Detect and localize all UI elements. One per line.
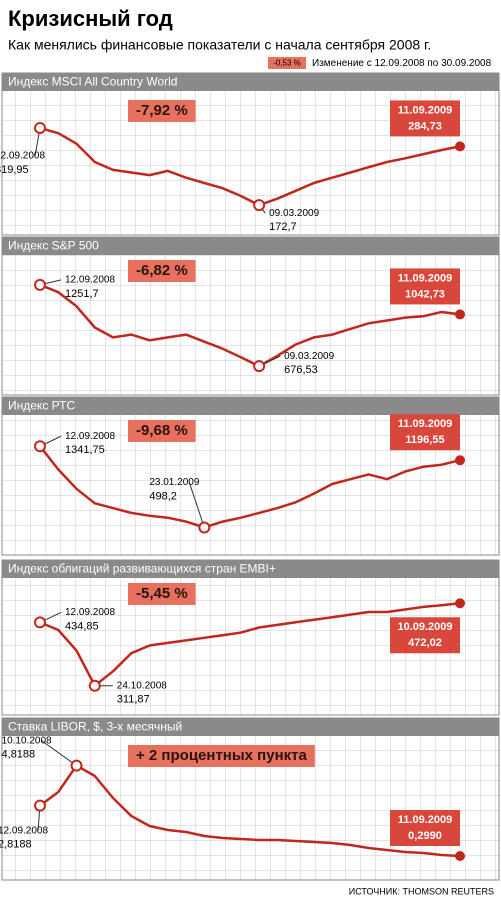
end-value: 472,02 <box>408 637 442 649</box>
end-value: 284,73 <box>408 120 442 132</box>
end-marker <box>455 851 465 862</box>
data-line <box>39 126 461 207</box>
legend-text: Изменение с 12.09.2008 по 30.09.2008 <box>312 58 492 69</box>
change-badge <box>128 583 196 605</box>
annotation-value: 1341,75 <box>65 444 105 456</box>
point-marker <box>198 521 211 534</box>
annotation-date: 24.10.2008 <box>117 680 167 691</box>
change-label: + 2 процентных пункта <box>136 747 307 764</box>
panel-header <box>2 73 499 91</box>
point-marker <box>253 199 266 212</box>
panel-title: Индекс S&P 500 <box>8 239 99 253</box>
leader <box>41 740 77 767</box>
end-badge <box>390 414 460 451</box>
end-badge <box>390 268 460 305</box>
end-date: 10.09.2009 <box>397 621 452 633</box>
source: ИСТОЧНИК: THOMSON REUTERS <box>349 886 494 896</box>
annotation-date: 23.01.2009 <box>149 477 199 488</box>
change-badge <box>128 420 196 442</box>
end-marker <box>455 309 465 320</box>
point-marker <box>34 440 46 453</box>
end-date: 11.09.2009 <box>398 814 452 826</box>
annotation-value: 311,87 <box>117 694 150 706</box>
annotation-date: 12.09.2008 <box>65 275 115 286</box>
end-marker <box>455 455 465 466</box>
subtitle: Как менялись финансовые показатели с нач… <box>8 37 431 53</box>
data-line <box>39 283 461 368</box>
annotation-date: 09.03.2009 <box>284 351 334 362</box>
annotation-value: 434,85 <box>65 620 99 632</box>
point-marker <box>88 679 101 692</box>
end-badge <box>390 617 460 654</box>
annotation-value: 172,7 <box>269 221 297 233</box>
annotation-value: 498,2 <box>149 490 177 502</box>
panel-title: Индекс облигаций развивающихся стран EMB… <box>8 562 276 576</box>
end-date: 11.09.2009 <box>398 104 452 116</box>
leader <box>188 482 205 528</box>
change-label: -7,92 % <box>136 102 188 119</box>
end-marker <box>455 598 465 609</box>
point-marker <box>34 616 46 629</box>
panel <box>1 72 500 236</box>
change-badge <box>128 260 196 282</box>
end-badge <box>390 810 460 847</box>
panel-header <box>2 560 499 578</box>
panel-header <box>2 237 499 255</box>
panel <box>1 717 500 881</box>
annotation-date: 10.10.2008 <box>2 735 52 746</box>
annotation-value: 676,53 <box>284 364 318 376</box>
end-value: 1196,55 <box>405 434 444 446</box>
annotation-value: 2,8188 <box>0 839 32 851</box>
panel-header <box>2 397 499 415</box>
panel-title: Ставка LIBOR, $, 3-х месячный <box>8 720 182 734</box>
point-marker <box>70 759 83 772</box>
end-value: 0,2990 <box>408 830 442 842</box>
annotation-date: 09.03.2009 <box>269 208 319 219</box>
data-line <box>39 764 461 858</box>
annotation-value: 1251,7 <box>65 288 99 300</box>
change-label: -6,82 % <box>136 262 188 279</box>
annotation-value: 319,95 <box>0 164 29 176</box>
change-badge <box>128 100 196 122</box>
annotation-date: 12.09.2008 <box>0 151 45 162</box>
title: Кризисный год <box>8 6 173 31</box>
legend-badge: -0,53 % <box>273 59 301 68</box>
panel-header <box>2 718 499 736</box>
annotation-date: 12.09.2008 <box>65 431 115 442</box>
change-label: -9,68 % <box>136 422 188 439</box>
end-date: 11.09.2009 <box>398 272 452 284</box>
end-date: 11.09.2009 <box>398 418 452 430</box>
end-badge <box>390 100 460 137</box>
change-label: -5,45 % <box>136 585 188 602</box>
annotation-date: 12.09.2008 <box>0 825 48 836</box>
point-marker <box>34 278 46 291</box>
annotation-value: 4,8188 <box>2 749 36 761</box>
data-line <box>39 602 461 687</box>
panel-title: Индекс MSCI All Country World <box>8 75 177 89</box>
legend-badge-box <box>268 57 306 69</box>
annotation-date: 12.09.2008 <box>65 607 115 618</box>
end-value: 1042,73 <box>405 288 445 300</box>
data-line <box>39 445 461 529</box>
change-badge <box>128 745 315 767</box>
point-marker <box>253 360 266 373</box>
point-marker <box>34 799 46 812</box>
point-marker <box>34 121 46 134</box>
panel-title: Индекс РТС <box>8 399 75 413</box>
end-marker <box>455 141 465 152</box>
